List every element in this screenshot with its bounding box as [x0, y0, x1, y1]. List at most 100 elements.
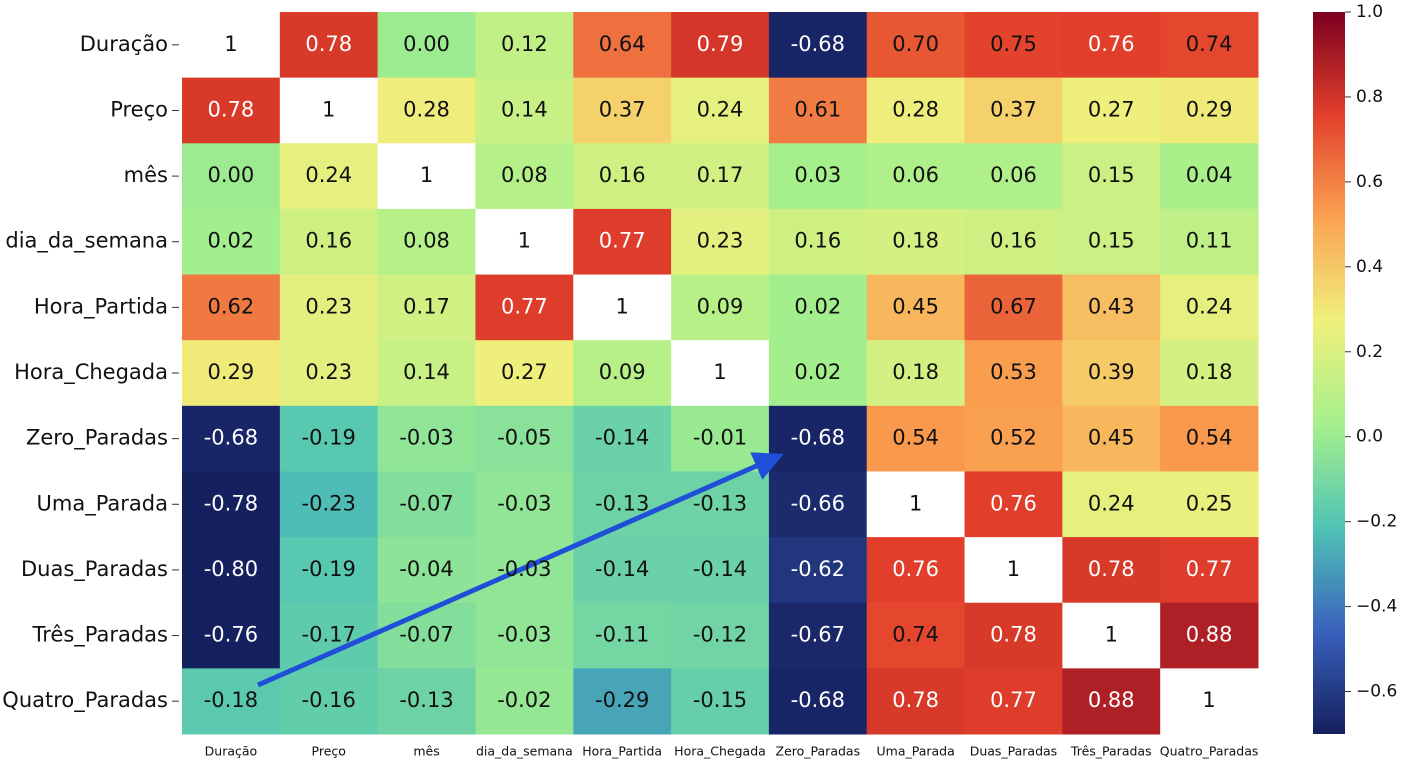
cell-label: 0.24: [1186, 294, 1233, 318]
heatmap-cell: [475, 12, 574, 79]
y-tick-label: dia_da_semana: [5, 229, 168, 254]
heatmap-cell: [964, 668, 1063, 735]
cell-label: 1: [1202, 688, 1215, 712]
cell-label: -0.03: [497, 491, 551, 515]
cell-label: 0.17: [697, 163, 744, 187]
colorbar-tick-label: −0.4: [1356, 597, 1397, 617]
heatmap-cell: [671, 340, 770, 407]
cell-label: -0.68: [204, 426, 258, 450]
cell-label: 0.78: [990, 623, 1037, 647]
heatmap-cell: [671, 12, 770, 79]
heatmap-cell: [573, 668, 672, 735]
colorbar-tick-label: 1.0: [1356, 2, 1383, 22]
heatmap-cell: [377, 274, 476, 341]
heatmap-cell: [866, 405, 966, 472]
heatmap-cell: [1160, 602, 1259, 669]
heatmap-cell: [768, 340, 868, 407]
heatmap-cell: [964, 208, 1063, 276]
y-tick-label: Hora_Partida: [34, 294, 168, 319]
heatmap-cell: [1062, 208, 1161, 276]
heatmap-cell: [377, 77, 476, 144]
cell-label: 1: [1105, 623, 1118, 647]
cell-label: 0.45: [892, 294, 939, 318]
heatmap-cell: [768, 668, 868, 735]
x-tick-label: Hora_Chegada: [674, 744, 766, 759]
cell-label: -0.04: [399, 557, 453, 581]
cell-label: 0.25: [1186, 491, 1233, 515]
cell-label: 1: [518, 229, 531, 253]
heatmap-cell: [671, 602, 770, 669]
cell-label: 0.11: [1186, 229, 1233, 253]
heatmap-cell: [279, 208, 379, 276]
heatmap-cell: [768, 537, 868, 604]
y-tick-label: mês: [124, 163, 168, 187]
cell-label: 1: [322, 97, 335, 121]
cell-label: -0.15: [693, 688, 747, 712]
x-tick-label: Três_Paradas: [1070, 744, 1152, 759]
x-tick-label: mês: [413, 744, 439, 759]
heatmap-cell: [964, 537, 1063, 604]
x-tick-label: Uma_Parada: [877, 744, 955, 759]
heatmap-cell: [279, 77, 379, 144]
heatmap-cell: [964, 77, 1063, 144]
heatmap-cell: [182, 77, 281, 144]
cell-label: -0.19: [302, 426, 356, 450]
heatmap-cell: [1160, 405, 1259, 472]
cell-label: 0.39: [1088, 360, 1135, 384]
cell-label: 0.15: [1088, 229, 1135, 253]
cell-label: -0.03: [399, 426, 453, 450]
heatmap-cell: [964, 274, 1063, 341]
y-tick-label: Preço: [110, 97, 168, 121]
cell-label: 0.08: [403, 229, 450, 253]
x-tick-label: Zero_Paradas: [776, 744, 861, 759]
heatmap-cell: [573, 537, 672, 604]
heatmap-cell: [1062, 274, 1161, 341]
cell-label: 0.28: [403, 97, 450, 121]
heatmap-cell: [182, 471, 281, 538]
heatmap-cell: [768, 77, 868, 144]
cell-label: 0.23: [305, 294, 352, 318]
heatmap-cell: [866, 143, 966, 210]
heatmap-cell: [1062, 12, 1161, 79]
heatmap-cell: [377, 471, 476, 538]
cell-label: -0.17: [302, 623, 356, 647]
cell-label: -0.13: [399, 688, 453, 712]
cell-label: 0.23: [305, 360, 352, 384]
cell-label: 0.78: [892, 688, 939, 712]
cell-label: 1: [1007, 557, 1020, 581]
heatmap-cell: [866, 602, 966, 669]
cell-label: -0.76: [204, 623, 258, 647]
cell-label: -0.67: [791, 623, 845, 647]
heatmap-cell: [182, 208, 281, 276]
cell-label: 0.14: [403, 360, 450, 384]
heatmap-cell: [1062, 77, 1161, 144]
heatmap-cell: [475, 602, 574, 669]
cell-label: 0.18: [1186, 360, 1233, 384]
cell-label: 0.77: [501, 294, 548, 318]
cell-label: 0.16: [305, 229, 352, 253]
cell-label: 0.29: [208, 360, 255, 384]
cell-label: 0.29: [1186, 97, 1233, 121]
cell-label: 0.00: [208, 163, 255, 187]
heatmap-cell: [964, 602, 1063, 669]
colorbar-tick-label: −0.2: [1356, 512, 1397, 532]
colorbar-tick-label: 0.4: [1356, 257, 1383, 277]
heatmap-cell: [671, 668, 770, 735]
cell-label: 0.02: [208, 229, 255, 253]
heatmap-cell: [866, 537, 966, 604]
x-tick-label: Quatro_Paradas: [1160, 744, 1259, 759]
heatmap-cell: [573, 208, 672, 276]
heatmap-cell: [279, 471, 379, 538]
heatmap-cell: [1160, 471, 1259, 538]
heatmap-cell: [671, 143, 770, 210]
heatmap-cell: [475, 143, 574, 210]
cell-label: 0.18: [892, 229, 939, 253]
cell-label: -0.68: [791, 688, 845, 712]
colorbar-tick-label: 0.2: [1356, 342, 1383, 362]
cell-label: 0.78: [208, 97, 255, 121]
x-tick-label: Preço: [312, 744, 346, 759]
heatmap-cell: [1062, 537, 1161, 604]
heatmap-cell: [671, 537, 770, 604]
x-tick-label: Hora_Partida: [582, 744, 662, 759]
